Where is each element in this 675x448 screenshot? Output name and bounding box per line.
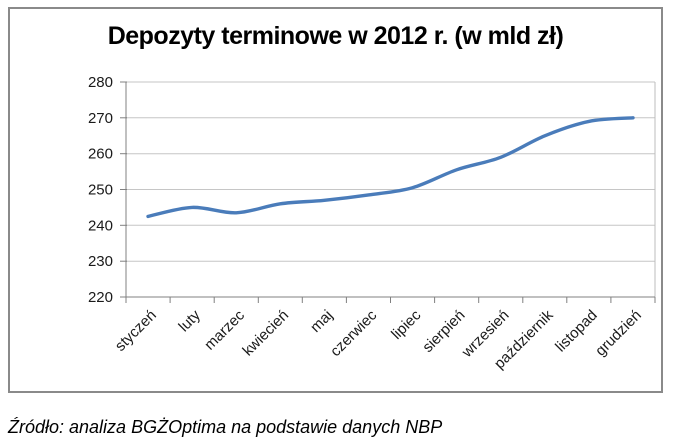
data-line bbox=[146, 116, 635, 219]
y-tick-label: 280 bbox=[88, 74, 113, 91]
y-tick-label: 270 bbox=[88, 110, 113, 127]
chart-title: Depozyty terminowe w 2012 r. (w mld zł) bbox=[107, 22, 564, 50]
x-tick-label: lipiec bbox=[388, 306, 425, 343]
x-tick-label: luty bbox=[175, 306, 204, 335]
y-tick-label: 250 bbox=[88, 182, 113, 199]
x-tick-label: kwiecień bbox=[239, 307, 292, 360]
x-tick-label: styczeń bbox=[112, 307, 160, 355]
source-caption: Źródło: analiza BGŻOptima na podstawie d… bbox=[8, 417, 443, 437]
y-tick-label: 240 bbox=[88, 217, 113, 234]
x-tick-label: maj bbox=[307, 307, 336, 336]
x-tick-label: grudzień bbox=[592, 307, 645, 360]
y-tick-label: 220 bbox=[88, 289, 113, 306]
y-tick-label: 260 bbox=[88, 146, 113, 163]
y-tick-label: 230 bbox=[88, 253, 113, 270]
x-tick-label: czerwiec bbox=[327, 306, 381, 360]
chart-container: 220 230 240 250 260 270 280 styczeń luty marzec kw… bbox=[8, 7, 663, 393]
